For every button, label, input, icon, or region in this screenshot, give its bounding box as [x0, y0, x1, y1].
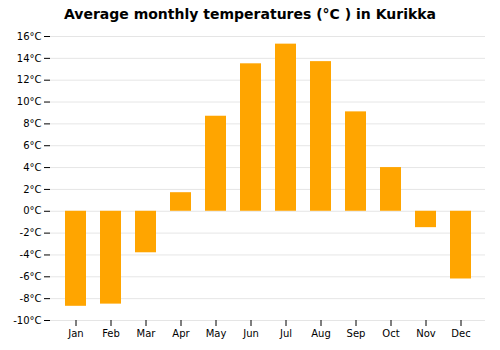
- svg-text:Feb: Feb: [102, 328, 120, 339]
- svg-text:4°C: 4°C: [23, 162, 41, 173]
- svg-text:Apr: Apr: [172, 328, 190, 339]
- svg-text:Oct: Oct: [382, 328, 399, 339]
- svg-text:Aug: Aug: [311, 328, 331, 339]
- svg-text:-6°C: -6°C: [20, 271, 42, 282]
- svg-text:Jun: Jun: [242, 328, 259, 339]
- svg-text:Nov: Nov: [416, 328, 436, 339]
- svg-text:Jul: Jul: [279, 328, 292, 339]
- svg-text:Jan: Jan: [67, 328, 83, 339]
- svg-text:12°C: 12°C: [17, 74, 42, 85]
- svg-text:-2°C: -2°C: [20, 227, 42, 238]
- svg-text:10°C: 10°C: [17, 96, 42, 107]
- svg-text:14°C: 14°C: [17, 53, 42, 64]
- svg-text:2°C: 2°C: [23, 184, 41, 195]
- svg-text:6°C: 6°C: [23, 140, 41, 151]
- svg-text:16°C: 16°C: [17, 31, 42, 42]
- svg-text:Sep: Sep: [347, 328, 366, 339]
- svg-text:-8°C: -8°C: [20, 293, 42, 304]
- svg-text:May: May: [206, 328, 227, 339]
- svg-text:-4°C: -4°C: [20, 249, 42, 260]
- svg-text:Mar: Mar: [137, 328, 157, 339]
- html-text:Average monthly temperatures (: Average monthly temperatures (°C ) in Ku…: [64, 6, 436, 22]
- svg-text:-10°C: -10°C: [13, 315, 41, 326]
- svg-text:0°C: 0°C: [23, 205, 41, 216]
- svg-text:8°C: 8°C: [23, 118, 41, 129]
- svg-text:Dec: Dec: [451, 328, 470, 339]
